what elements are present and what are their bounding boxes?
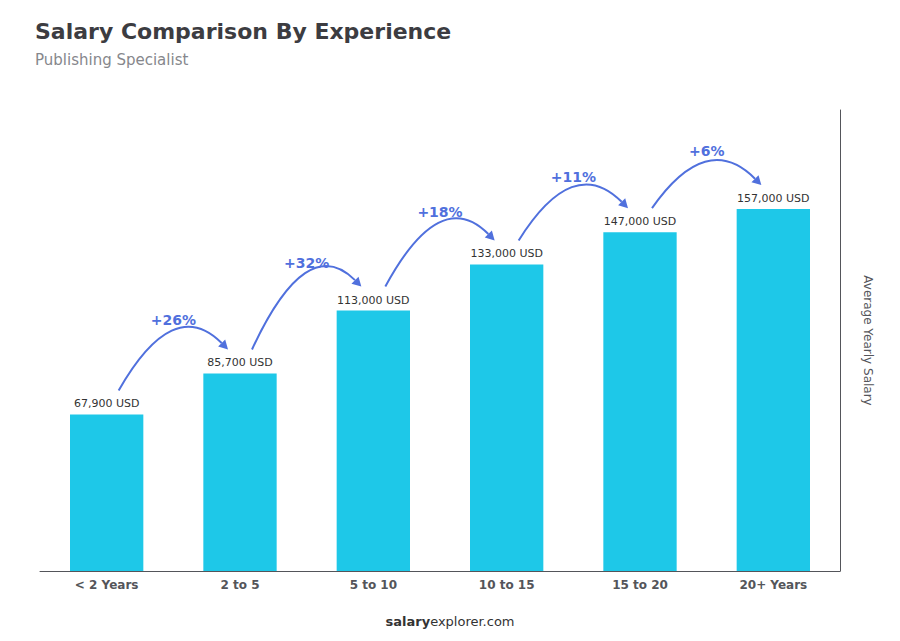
svg-text:< 2 Years: < 2 Years <box>75 578 139 592</box>
svg-text:5 to 10: 5 to 10 <box>350 578 397 592</box>
svg-text:Average Yearly Salary: Average Yearly Salary <box>861 275 875 405</box>
svg-text:Publishing Specialist: Publishing Specialist <box>35 51 188 69</box>
svg-text:+26%: +26% <box>151 312 196 328</box>
svg-text:113,000 USD: 113,000 USD <box>337 294 410 307</box>
svg-text:Salary Comparison By Experienc: Salary Comparison By Experience <box>35 19 451 44</box>
svg-text:10 to 15: 10 to 15 <box>479 578 535 592</box>
svg-text:85,700 USD: 85,700 USD <box>207 356 273 369</box>
svg-text:133,000 USD: 133,000 USD <box>470 247 543 260</box>
svg-text:15 to 20: 15 to 20 <box>612 578 668 592</box>
svg-text:67,900 USD: 67,900 USD <box>74 397 140 410</box>
svg-text:147,000 USD: 147,000 USD <box>604 215 677 228</box>
svg-text:explorer.com: explorer.com <box>430 614 514 629</box>
svg-text:+18%: +18% <box>417 204 462 220</box>
svg-text:157,000 USD: 157,000 USD <box>737 192 810 205</box>
svg-text:salary: salary <box>385 614 430 629</box>
svg-text:+6%: +6% <box>689 143 725 159</box>
svg-text:+11%: +11% <box>551 169 596 185</box>
svg-text:2 to 5: 2 to 5 <box>220 578 259 592</box>
svg-text:+32%: +32% <box>284 255 329 271</box>
svg-text:20+ Years: 20+ Years <box>739 578 807 592</box>
